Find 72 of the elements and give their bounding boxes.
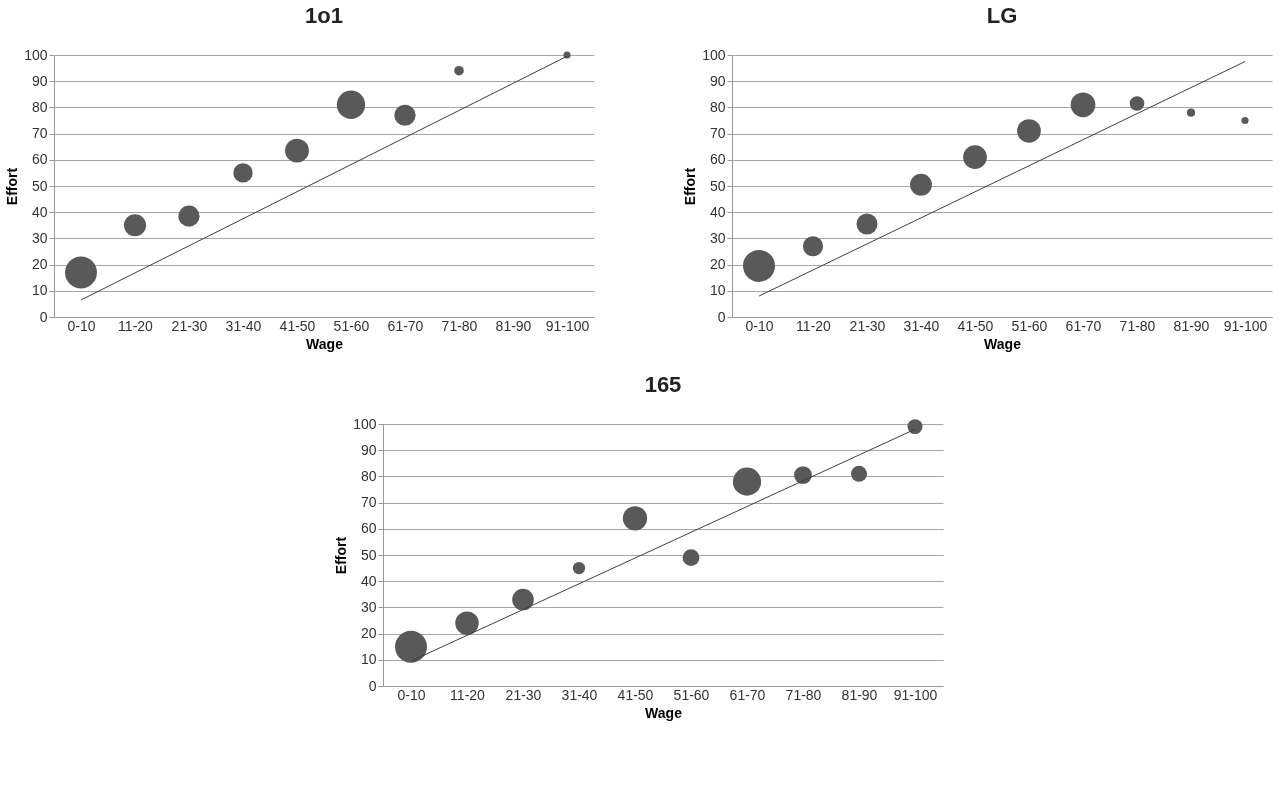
y-tick-label: 20 — [709, 256, 726, 273]
x-tick-label: 41-50 — [279, 317, 316, 334]
y-tick-label: 20 — [31, 256, 48, 273]
y-tick-label: 20 — [360, 625, 377, 642]
x-tick-label: 91-100 — [545, 317, 590, 334]
y-axis-title: Effort — [4, 167, 21, 206]
x-tick-label: 51-60 — [673, 686, 710, 703]
y-tick-label: 30 — [709, 229, 726, 246]
y-tick-label: 40 — [709, 203, 726, 220]
y-tick-label: 30 — [31, 229, 48, 246]
y-tick-label: 90 — [709, 72, 726, 89]
y-tick-label: 30 — [360, 598, 377, 615]
y-tick-label: 70 — [709, 125, 726, 142]
x-tick-label: 71-80 — [785, 686, 822, 703]
x-tick-label: 91-100 — [1223, 317, 1268, 334]
x-tick-label: 71-80 — [1119, 317, 1156, 334]
x-tick-label: 61-70 — [729, 686, 766, 703]
chart-title: 165 — [644, 372, 682, 397]
y-tick-label: 70 — [360, 494, 377, 511]
x-tick-label: 11-20 — [450, 686, 486, 703]
x-tick-label: 31-40 — [903, 317, 940, 334]
y-tick-label: 0 — [368, 677, 377, 694]
x-axis-title: Wage — [645, 704, 683, 721]
x-tick-label: 41-50 — [617, 686, 654, 703]
y-tick-label: 50 — [360, 546, 377, 563]
y-tick-label: 60 — [709, 151, 726, 168]
y-tick-label: 100 — [353, 415, 377, 432]
y-axis-title: Effort — [333, 536, 350, 575]
y-tick-label: 100 — [702, 46, 726, 63]
x-tick-label: 61-70 — [387, 317, 424, 334]
y-tick-label: 60 — [31, 151, 48, 168]
x-tick-label: 61-70 — [1065, 317, 1102, 334]
x-tick-label: 81-90 — [495, 317, 532, 334]
y-tick-label: 40 — [31, 203, 48, 220]
x-tick-label: 21-30 — [171, 317, 208, 334]
y-tick-label: 0 — [39, 308, 48, 325]
y-tick-label: 80 — [709, 98, 726, 115]
y-tick-label: 90 — [31, 72, 48, 89]
x-tick-label: 0-10 — [67, 317, 96, 334]
x-tick-label: 21-30 — [505, 686, 542, 703]
x-tick-label: 11-20 — [118, 317, 154, 334]
y-tick-label: 80 — [360, 467, 377, 484]
x-tick-label: 0-10 — [745, 317, 774, 334]
x-axis-title: Wage — [984, 335, 1022, 352]
x-tick-label: 21-30 — [849, 317, 886, 334]
y-tick-label: 40 — [360, 572, 377, 589]
x-axis-title: Wage — [306, 335, 344, 352]
y-tick-label: 10 — [360, 651, 377, 668]
x-tick-label: 41-50 — [957, 317, 994, 334]
x-tick-label: 51-60 — [333, 317, 370, 334]
x-tick-label: 81-90 — [841, 686, 878, 703]
y-tick-label: 10 — [709, 282, 726, 299]
x-tick-label: 11-20 — [796, 317, 832, 334]
x-tick-label: 31-40 — [225, 317, 262, 334]
y-tick-label: 80 — [31, 98, 48, 115]
x-tick-label: 51-60 — [1011, 317, 1048, 334]
y-tick-label: 50 — [31, 177, 48, 194]
y-axis-title: Effort — [682, 167, 699, 206]
x-tick-label: 71-80 — [441, 317, 478, 334]
chart-title: 1o1 — [305, 3, 343, 28]
x-tick-label: 31-40 — [561, 686, 598, 703]
chart-title: LG — [986, 3, 1018, 28]
y-tick-label: 60 — [360, 520, 377, 537]
x-tick-label: 81-90 — [1173, 317, 1210, 334]
y-tick-label: 10 — [31, 282, 48, 299]
y-tick-label: 90 — [360, 441, 377, 458]
y-tick-label: 70 — [31, 125, 48, 142]
x-tick-label: 91-100 — [893, 686, 938, 703]
x-tick-label: 0-10 — [397, 686, 426, 703]
y-tick-label: 0 — [717, 308, 726, 325]
y-tick-label: 50 — [709, 177, 726, 194]
y-tick-label: 100 — [24, 46, 48, 63]
